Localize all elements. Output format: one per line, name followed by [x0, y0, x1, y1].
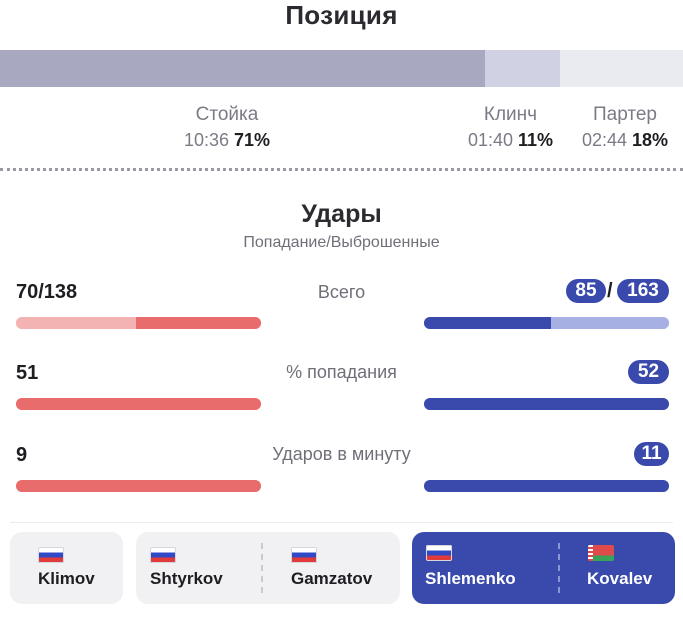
section-divider [0, 168, 683, 171]
position-label-ground: Партер [593, 104, 657, 125]
total-strikes-right-thrown-badge: 163 [617, 279, 669, 303]
accuracy-right-bar-fill [424, 398, 669, 410]
strikes-per-minute-label: Ударов в минуту [272, 444, 411, 464]
fights-separator [10, 522, 673, 523]
position-percent-ground: 18% [632, 130, 669, 150]
russia-flag-icon [150, 547, 176, 563]
total-strikes-left-value: 70/138 [16, 281, 78, 303]
russia-flag-icon [38, 547, 64, 563]
strikes-per-minute-left-value: 9 [16, 444, 28, 466]
fighter-name-gamzatov: Gamzatov [291, 569, 373, 588]
accuracy-left-value: 51 [16, 362, 39, 384]
position-time-ground: 02:44 [581, 130, 627, 150]
fighter-name-klimov: Klimov [38, 569, 95, 588]
position-segment-ground [560, 50, 683, 87]
position-time-standing: 10:36 [183, 130, 229, 150]
strikes-subtitle: Попадание/Выброшенные [243, 234, 440, 251]
strikes-per-minute-left-bar [16, 480, 261, 492]
position-value-standing: 10:36 71% [147, 130, 307, 151]
fighter-name-shtyrkov: Shtyrkov [150, 569, 223, 588]
position-value-clinch: 01:40 11% [448, 130, 573, 151]
position-percent-clinch: 11% [518, 130, 554, 150]
position-value-ground: 02:44 18% [570, 130, 680, 151]
accuracy-left-bar [16, 398, 261, 410]
position-label-standing: Стойка [195, 104, 259, 125]
total-strikes-right-slash: / [607, 280, 613, 302]
fighter-name-kovalev: Kovalev [587, 569, 653, 588]
accuracy-right-bar [424, 398, 669, 410]
accuracy-right-badge: 52 [628, 360, 669, 384]
fight-card-shtyrkov-gamzatov[interactable]: Shtyrkov Gamzatov [136, 532, 400, 604]
strikes-per-minute-right-bar-fill [424, 480, 669, 492]
strikes-per-minute-right-bar [424, 480, 669, 492]
fighters-divider [558, 543, 560, 593]
position-time-clinch: 01:40 [467, 130, 513, 150]
position-percent-standing: 71% [234, 130, 271, 150]
fighters-divider [261, 543, 263, 593]
strikes-per-minute-left-bar-fill [16, 480, 261, 492]
position-segment-clinch [484, 50, 561, 87]
fighter-name-shlemenko: Shlemenko [425, 569, 516, 588]
position-label-clinch: Клинч [483, 104, 538, 125]
belarus-flag-icon [588, 545, 614, 561]
total-strikes-right-bar [424, 317, 669, 329]
accuracy-left-bar-fill [16, 398, 261, 410]
russia-flag-icon [291, 547, 317, 563]
total-strikes-left-bar-fill [136, 317, 261, 329]
total-strikes-label: Всего [317, 282, 366, 302]
total-strikes-right-bar-fill [424, 317, 552, 329]
fight-card-klimov[interactable]: Klimov [10, 532, 123, 604]
fight-card-shlemenko-kovalev[interactable]: Shlemenko Kovalev [412, 532, 675, 604]
russia-flag-icon [426, 545, 452, 561]
strikes-per-minute-right-badge: 11 [634, 442, 669, 466]
strikes-title: Удары [301, 200, 382, 228]
position-bar [0, 50, 683, 87]
total-strikes-left-bar [16, 317, 261, 329]
position-segment-standing [0, 50, 485, 87]
position-title: Позиция [285, 0, 398, 30]
total-strikes-right-landed-badge: 85 [566, 279, 606, 303]
accuracy-label: % попадания [286, 362, 397, 382]
